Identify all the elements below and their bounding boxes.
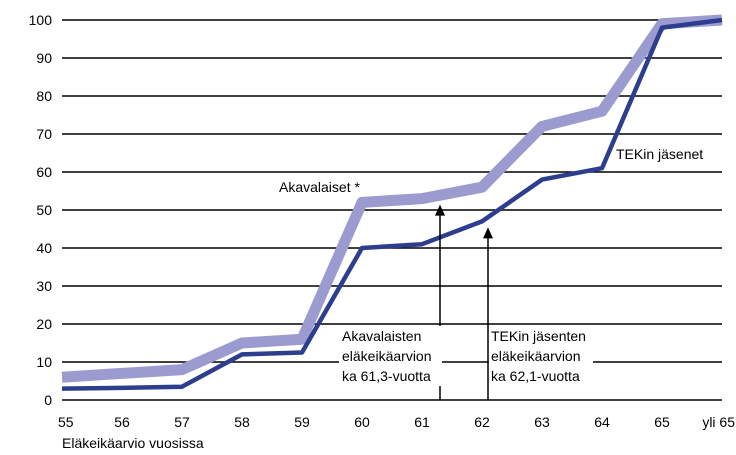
- y-tick-label-70: 70: [36, 126, 52, 142]
- y-tick-label-20: 20: [36, 316, 52, 332]
- x-tick-label-62: 62: [474, 414, 490, 430]
- x-tick-label-61: 61: [414, 414, 430, 430]
- x-axis-title: Eläkeikäarvio vuosissa: [62, 435, 204, 451]
- x-tick-label-64: 64: [594, 414, 610, 430]
- y-tick-label-80: 80: [36, 88, 52, 104]
- x-tick-label-65: 65: [654, 414, 670, 430]
- y-tick-label-30: 30: [36, 278, 52, 294]
- y-tick-label-10: 10: [36, 354, 52, 370]
- x-tick-label-yli 65: yli 65: [702, 414, 735, 430]
- annotation-arrow-head-1: [483, 227, 493, 239]
- annotation-akava-line-2: eläkeikäarvion: [342, 348, 432, 364]
- x-tick-label-55: 55: [58, 414, 74, 430]
- annotation-tek-line-2: eläkeikäarvion: [491, 348, 581, 364]
- annotation-tek-line-1: TEKin jäsenten: [491, 328, 586, 344]
- tek-annotation-bg: [489, 326, 593, 386]
- x-tick-label-58: 58: [234, 414, 250, 430]
- x-tick-label-63: 63: [534, 414, 550, 430]
- x-tick-label-57: 57: [174, 414, 190, 430]
- y-tick-label-90: 90: [36, 50, 52, 66]
- series-line-akavalaiset: [61, 14, 723, 383]
- series-lines: [61, 14, 723, 391]
- y-tick-label-50: 50: [36, 202, 52, 218]
- y-axis: 0 10 20 30 40 50 60 70 80 90 100: [29, 12, 53, 408]
- y-tick-label-0: 0: [44, 392, 52, 408]
- series-line-tek: [61, 17, 723, 391]
- tek-label-bg: [614, 145, 710, 163]
- annotation-tek-line-3: ka 62,1-vuotta: [491, 368, 580, 384]
- y-tick-label-100: 100: [29, 12, 53, 28]
- y-tick-label-60: 60: [36, 164, 52, 180]
- series-label-tek: TEKin jäsenet: [616, 146, 703, 162]
- annotation-akava-line-3: ka 61,3-vuotta: [342, 368, 431, 384]
- x-tick-label-56: 56: [114, 414, 130, 430]
- series-label-akavalaiset: Akavalaiset *: [279, 179, 360, 195]
- x-tick-label-59: 59: [294, 414, 310, 430]
- y-tick-label-40: 40: [36, 240, 52, 256]
- x-axis: 55 56 57 58 59 60 61 62 63 64 65 yli 65: [58, 414, 735, 430]
- annotation-akava-line-1: Akavalaisten: [342, 328, 421, 344]
- annotation-arrow-head-0: [435, 204, 445, 216]
- akava-annotation-bg: [339, 326, 442, 386]
- x-tick-label-60: 60: [354, 414, 370, 430]
- series-labels: Akavalaiset * TEKin jäsenet Akavalaisten…: [276, 145, 710, 386]
- akavalaiset-label-bg: [276, 178, 369, 196]
